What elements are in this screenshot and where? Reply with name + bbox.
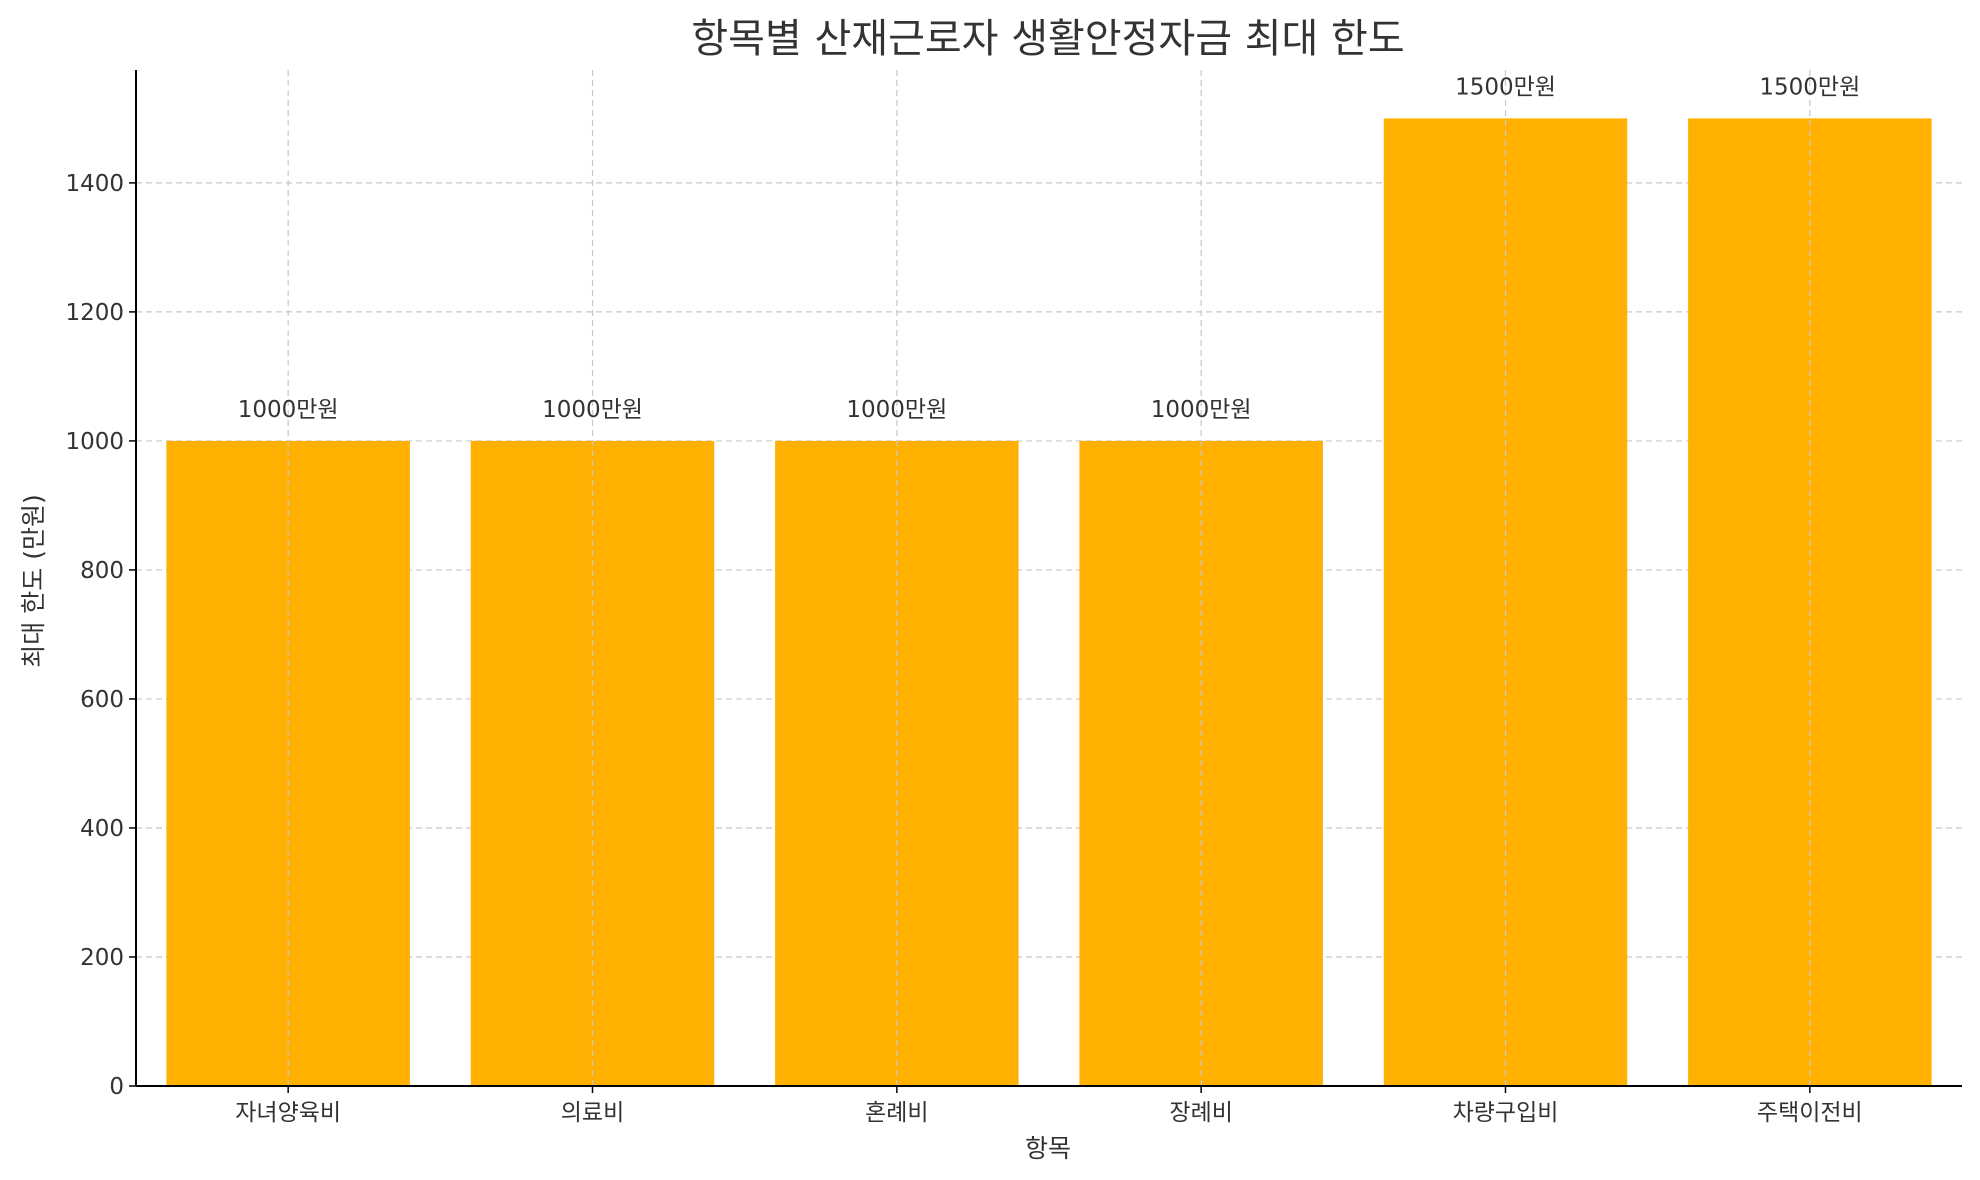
x-tick-label: 혼례비 [865,1100,928,1126]
bar-value-label: 1500만원 [1759,74,1860,100]
bar-value-label: 1000만원 [238,397,339,423]
bar-value-label: 1000만원 [1151,397,1252,423]
y-tick-label: 1200 [65,300,124,326]
axis-layer: 0 200 400 600 800 1000 1200 1400 자녀양육비 의료비 혼례비 장례비 차… [65,70,1962,1126]
y-axis-label: 최대 한도 (만원) [19,494,48,667]
bar-layer [166,118,1932,1086]
y-tick-label: 1400 [65,171,124,197]
y-tick-label: 200 [80,945,124,971]
bar-value-label: 1500만원 [1455,74,1556,100]
data-label-layer: 1000만원 1000만원 1000만원 1000만원 1500만원 1500만원 [238,70,1860,1086]
x-tick-label: 차량구입비 [1453,1100,1559,1126]
x-axis-label: 항목 [1025,1134,1071,1163]
x-tick-label: 장례비 [1169,1100,1232,1126]
x-tick-label: 의료비 [561,1100,624,1126]
y-tick-label: 400 [80,816,124,842]
chart-title: 항목별 산재근로자 생활안정자금 최대 한도 [691,16,1404,62]
bar-value-label: 1000만원 [846,397,947,423]
grid-layer [136,182,1962,958]
x-tick-label: 주택이전비 [1757,1100,1863,1126]
y-tick-label: 1000 [65,429,124,455]
y-tick-label: 0 [109,1074,124,1100]
y-tick-label: 600 [80,687,124,713]
x-tick-label: 자녀양육비 [235,1100,341,1126]
bar-value-label: 1000만원 [542,397,643,423]
y-tick-label: 800 [80,558,124,584]
